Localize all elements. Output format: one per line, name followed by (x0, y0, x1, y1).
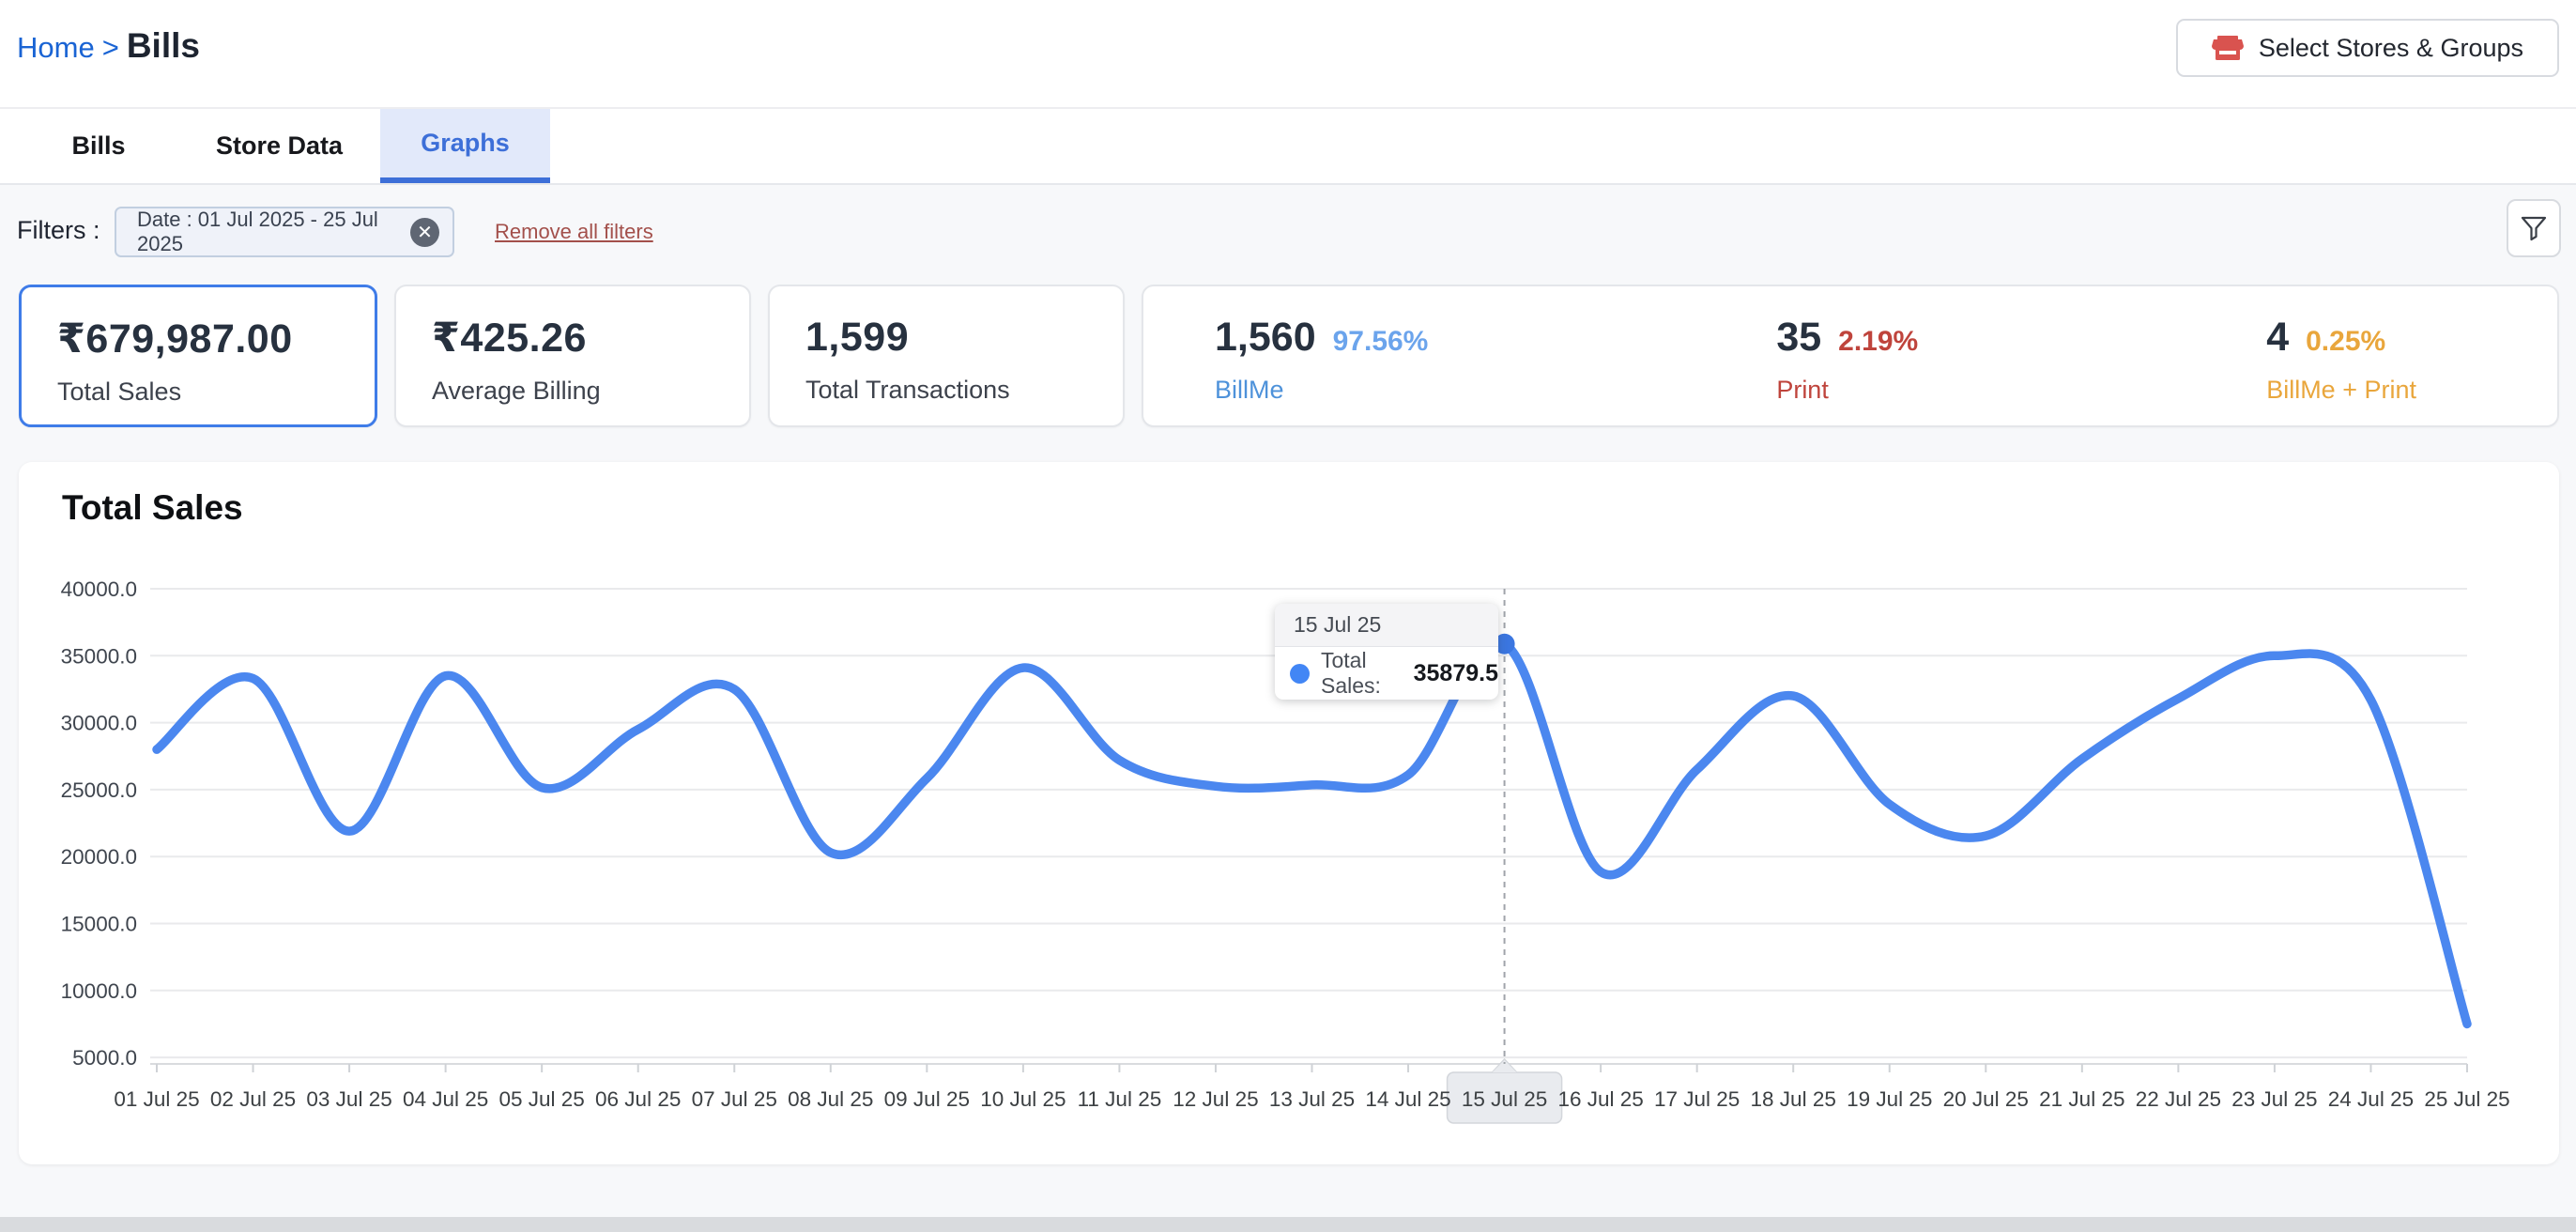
header-bar: Home > Bills Select Stores & Groups (0, 0, 2576, 107)
svg-text:23 Jul 25: 23 Jul 25 (2231, 1087, 2317, 1111)
print-label: Print (1776, 376, 1829, 404)
svg-text:14 Jul 25: 14 Jul 25 (1365, 1087, 1450, 1111)
svg-text:5000.0: 5000.0 (72, 1046, 137, 1070)
svg-text:15 Jul 25: 15 Jul 25 (1462, 1087, 1547, 1111)
tab-bills[interactable]: Bills (71, 131, 126, 160)
svg-text:05 Jul 25: 05 Jul 25 (499, 1087, 585, 1111)
average-billing-label: Average Billing (432, 377, 601, 405)
stat-card-total-transactions[interactable]: 1,599 Total Transactions (768, 285, 1125, 427)
stat-card-average-billing[interactable]: ₹425.26 Average Billing (394, 285, 751, 427)
svg-text:10 Jul 25: 10 Jul 25 (980, 1087, 1066, 1111)
svg-text:25 Jul 25: 25 Jul 25 (2424, 1087, 2509, 1111)
svg-text:17 Jul 25: 17 Jul 25 (1654, 1087, 1740, 1111)
total-transactions-value: 1,599 (805, 315, 910, 360)
filters-label: Filters : (17, 216, 100, 244)
svg-text:01 Jul 25: 01 Jul 25 (114, 1087, 199, 1111)
billme-print-value: 4 (2266, 315, 2290, 360)
svg-text:07 Jul 25: 07 Jul 25 (692, 1087, 777, 1111)
average-billing-value: ₹425.26 (432, 316, 587, 361)
svg-text:11 Jul 25: 11 Jul 25 (1078, 1087, 1162, 1111)
svg-text:30000.0: 30000.0 (61, 712, 137, 735)
svg-text:15000.0: 15000.0 (61, 913, 137, 936)
svg-text:16 Jul 25: 16 Jul 25 (1557, 1087, 1643, 1111)
tab-graphs[interactable]: Graphs (380, 109, 550, 183)
filter-funnel-button[interactable] (2507, 199, 2561, 257)
tab-store-data[interactable]: Store Data (215, 131, 344, 160)
tooltip-date: 15 Jul 25 (1275, 604, 1498, 647)
svg-text:24 Jul 25: 24 Jul 25 (2328, 1087, 2414, 1111)
tooltip-value: 35879.5 (1413, 659, 1498, 686)
remove-date-filter-icon[interactable]: ✕ (410, 217, 439, 247)
filters-row: Filters : Date : 01 Jul 2025 - 25 Jul 20… (0, 199, 2576, 267)
billme-value: 1,560 (1215, 315, 1316, 360)
billme-print-percent: 0.25% (2306, 326, 2386, 357)
breadcrumb: Home > Bills (17, 26, 200, 66)
chart-title: Total Sales (62, 488, 243, 527)
total-sales-value: ₹679,987.00 (57, 316, 293, 362)
date-filter-text: Date : 01 Jul 2025 - 25 Jul 2025 (137, 208, 378, 255)
svg-text:08 Jul 25: 08 Jul 25 (788, 1087, 873, 1111)
stat-card-total-sales[interactable]: ₹679,987.00 Total Sales (19, 285, 377, 427)
page-title: Bills (126, 26, 200, 65)
svg-text:40000.0: 40000.0 (61, 578, 137, 601)
breadcrumb-home-link[interactable]: Home (17, 31, 95, 64)
remove-all-filters-link[interactable]: Remove all filters (495, 220, 653, 243)
page-bottom-edge (0, 1217, 2576, 1232)
print-percent: 2.19% (1838, 326, 1919, 357)
tooltip-series-label: Total Sales: (1321, 648, 1381, 698)
billme-stat: 1,560 97.56% BillMe (1215, 315, 1428, 425)
svg-text:10000.0: 10000.0 (61, 979, 137, 1003)
svg-text:13 Jul 25: 13 Jul 25 (1269, 1087, 1355, 1111)
billme-percent: 97.56% (1332, 326, 1429, 357)
svg-text:02 Jul 25: 02 Jul 25 (210, 1087, 296, 1111)
tab-bar: Bills Store Data Graphs (0, 107, 2576, 185)
stat-card-channel-breakdown: 1,560 97.56% BillMe 35 2.19% Print 4 0.2… (1142, 285, 2559, 427)
select-stores-groups-button[interactable]: Select Stores & Groups (2175, 19, 2559, 77)
breadcrumb-separator: > (101, 31, 119, 64)
total-sales-chart-card: Total Sales 40000.0 35000.0 30000.0 25000.0… (19, 462, 2559, 1164)
svg-text:22 Jul 25: 22 Jul 25 (2136, 1087, 2221, 1111)
billme-print-label: BillMe + Print (2266, 376, 2416, 404)
funnel-icon (2519, 213, 2549, 243)
select-stores-groups-label: Select Stores & Groups (2258, 33, 2523, 62)
svg-text:19 Jul 25: 19 Jul 25 (1847, 1087, 1932, 1111)
store-icon (2211, 34, 2244, 62)
svg-text:04 Jul 25: 04 Jul 25 (403, 1087, 488, 1111)
billme-print-stat: 4 0.25% BillMe + Print (2266, 315, 2416, 425)
svg-text:21 Jul 25: 21 Jul 25 (2039, 1087, 2124, 1111)
billme-label: BillMe (1215, 376, 1284, 404)
stat-cards-row: ₹679,987.00 Total Sales ₹425.26 Average … (19, 285, 2559, 427)
total-sales-line-chart[interactable]: 40000.0 35000.0 30000.0 25000.0 20000.0 15000… (19, 462, 2559, 1164)
svg-text:09 Jul 25: 09 Jul 25 (884, 1087, 970, 1111)
svg-text:03 Jul 25: 03 Jul 25 (306, 1087, 391, 1111)
svg-text:25000.0: 25000.0 (61, 778, 137, 802)
svg-text:18 Jul 25: 18 Jul 25 (1751, 1087, 1836, 1111)
date-filter-chip[interactable]: Date : 01 Jul 2025 - 25 Jul 2025 ✕ (115, 207, 454, 257)
svg-text:12 Jul 25: 12 Jul 25 (1173, 1087, 1258, 1111)
chart-tooltip: 15 Jul 25 Total Sales: 35879.5 (1275, 604, 1498, 700)
svg-text:35000.0: 35000.0 (61, 644, 137, 668)
svg-text:20000.0: 20000.0 (61, 845, 137, 869)
svg-text:06 Jul 25: 06 Jul 25 (595, 1087, 681, 1111)
total-sales-label: Total Sales (57, 377, 182, 406)
svg-text:20 Jul 25: 20 Jul 25 (1943, 1087, 2029, 1111)
print-stat: 35 2.19% Print (1776, 315, 1918, 425)
series-dot-icon (1290, 663, 1310, 684)
print-value: 35 (1776, 315, 1822, 360)
total-transactions-label: Total Transactions (805, 376, 1010, 404)
